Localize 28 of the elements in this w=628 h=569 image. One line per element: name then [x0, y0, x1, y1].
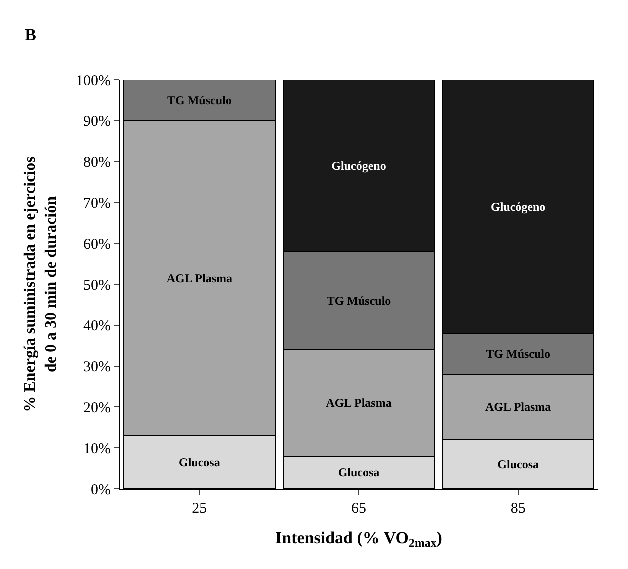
y-tick-label: 20% — [84, 400, 111, 416]
y-tick-label: 80% — [84, 155, 111, 172]
x-tick-label: 65 — [352, 501, 366, 517]
series-label: TG Músculo — [486, 347, 551, 362]
chart-title: B — [25, 25, 36, 44]
y-tick-label: 70% — [84, 196, 111, 212]
y-tick-label: 90% — [84, 114, 111, 130]
text: Glucosa — [178, 455, 220, 470]
y-tick-label: 50% — [84, 278, 111, 294]
x-tick-label: 85 — [510, 501, 526, 517]
x-tick-label: 25 — [192, 501, 208, 517]
text: AGL Plasma — [326, 396, 392, 410]
text: TG Músculo — [326, 294, 392, 308]
y-tick-label: 60% — [84, 236, 111, 253]
text: Glucosa — [498, 457, 540, 472]
y-axis-title: % Energía suministrada en ejercicios de 0 a 30 min de duración — [22, 156, 60, 412]
y-tick-label: 30% — [84, 360, 111, 376]
text: AGL Plasma — [166, 271, 232, 286]
series-label: Glucógeno — [332, 158, 386, 173]
y-tick-label: 40% — [84, 318, 111, 335]
text: Glucógeno — [491, 200, 546, 214]
y-tick-label: 10% — [84, 441, 111, 458]
series-label: AGL Plasma — [486, 400, 552, 414]
text: TG Músculo — [167, 93, 232, 108]
y-tick-label: 0% — [91, 482, 111, 498]
x-axis-title: Intensidad (% VO$_{2max}$) — [276, 528, 442, 550]
y-tick-label: 100% — [76, 73, 111, 90]
series-label: Glucosa — [338, 466, 380, 480]
